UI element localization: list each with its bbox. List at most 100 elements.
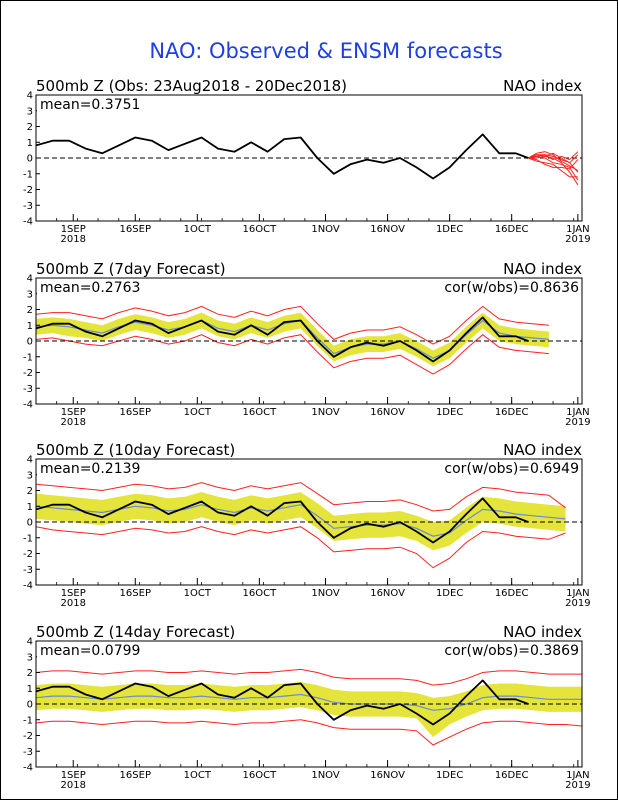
- y-tick-label: 3: [27, 289, 33, 300]
- x-tick-sublabel: 2019: [565, 780, 590, 791]
- y-tick-label: 1: [27, 138, 33, 149]
- x-tick-label: 16DEC: [495, 588, 529, 599]
- y-tick-label: 0: [27, 518, 33, 529]
- forecast-member-8: [528, 152, 579, 164]
- x-tick-label: 16OCT: [243, 770, 278, 781]
- y-tick-label: 3: [27, 470, 33, 481]
- member-envelope-high: [36, 668, 582, 686]
- y-tick-label: 3: [27, 652, 33, 663]
- y-tick-label: -4: [23, 400, 33, 411]
- x-tick-label: 1JAN: [566, 770, 589, 781]
- x-tick-label: 1NOV: [311, 770, 340, 781]
- x-tick-label: 16SEP: [120, 588, 151, 599]
- x-tick-label: 1NOV: [311, 588, 340, 599]
- correlation-stat-label: cor(w/obs)=0.8636: [444, 280, 579, 296]
- y-tick-label: 1: [27, 321, 33, 332]
- x-tick-label: 1SEP: [61, 588, 86, 599]
- y-tick-label: 0: [27, 337, 33, 348]
- plot-area: [36, 305, 582, 375]
- x-tick-label: 1OCT: [184, 588, 212, 599]
- y-tick-label: -3: [23, 565, 33, 576]
- panel-2: 500mb Z (7day Forecast) NAO index -4 -3 -2 -1…: [23, 260, 591, 428]
- y-tick-label: -2: [23, 549, 33, 560]
- ensemble-spread-band: [36, 682, 582, 738]
- x-tick-label: 1SEP: [61, 407, 86, 418]
- panel-right-label: NAO index: [503, 441, 582, 459]
- correlation-label-bg: [423, 460, 581, 477]
- y-tick-label: -4: [23, 763, 33, 774]
- y-tick-label: -4: [23, 581, 33, 592]
- x-tick-label: 1NOV: [311, 224, 340, 235]
- member-envelope-low: [36, 334, 549, 375]
- x-tick-label: 1JAN: [566, 407, 589, 418]
- observed-nao-line: [36, 133, 529, 180]
- member-envelope-low: [36, 719, 582, 746]
- x-tick-label: 1JAN: [566, 224, 589, 235]
- x-tick-sublabel: 2019: [565, 598, 590, 609]
- y-tick-label: -2: [23, 731, 33, 742]
- correlation-stat-label: cor(w/obs)=0.3869: [444, 643, 579, 659]
- x-tick-label: 16NOV: [370, 770, 405, 781]
- panel-title: 500mb Z (10day Forecast): [36, 441, 235, 459]
- x-tick-label: 1OCT: [184, 224, 212, 235]
- y-tick-label: 4: [27, 455, 33, 466]
- x-tick-label: 16DEC: [495, 407, 529, 418]
- x-tick-label: 16SEP: [120, 407, 151, 418]
- mean-label-bg: [37, 460, 141, 477]
- x-tick-sublabel: 2019: [565, 417, 590, 428]
- y-tick-label: 2: [27, 122, 33, 133]
- panel-title: 500mb Z (Obs: 23Aug2018 - 20Dec2018): [36, 77, 347, 95]
- observed-nao-line: [36, 316, 529, 363]
- x-tick-sublabel: 2018: [61, 598, 86, 609]
- ensemble-mean-line: [36, 504, 566, 537]
- x-tick-label: 1OCT: [184, 770, 212, 781]
- panel-right-label: NAO index: [503, 623, 582, 641]
- plot-area: [36, 133, 582, 186]
- y-tick-label: -2: [23, 185, 33, 196]
- ensemble-mean-line: [36, 693, 582, 711]
- x-tick-label: 1SEP: [61, 224, 86, 235]
- mean-stat-label: mean=0.3751: [40, 97, 140, 113]
- y-tick-label: 0: [27, 154, 33, 165]
- x-tick-label: 1OCT: [184, 407, 212, 418]
- x-tick-label: 1DEC: [436, 407, 463, 418]
- plot-area: [36, 668, 582, 746]
- mean-stat-label: mean=0.0799: [40, 643, 140, 659]
- y-tick-label: 3: [27, 106, 33, 117]
- y-tick-label: 4: [27, 274, 33, 285]
- panel-4: 500mb Z (14day Forecast) NAO index -4 -3 -2 -…: [23, 623, 591, 791]
- panels-group: 500mb Z (Obs: 23Aug2018 - 20Dec2018) NAO …: [23, 77, 591, 791]
- panel-right-label: NAO index: [503, 260, 582, 278]
- mean-stat-label: mean=0.2139: [40, 461, 140, 477]
- y-tick-label: 4: [27, 637, 33, 648]
- page-title: NAO: Observed & ENSM forecasts: [149, 39, 502, 63]
- member-envelope-high: [36, 482, 566, 512]
- y-tick-label: 1: [27, 684, 33, 695]
- forecast-member-4: [527, 151, 579, 172]
- y-tick-label: 2: [27, 305, 33, 316]
- panel-title: 500mb Z (7day Forecast): [36, 260, 226, 278]
- y-tick-label: -1: [23, 715, 33, 726]
- y-tick-label: -1: [23, 352, 33, 363]
- plot-area: [36, 482, 582, 569]
- forecast-member-5: [528, 151, 579, 161]
- x-tick-sublabel: 2019: [565, 234, 590, 245]
- x-tick-label: 16SEP: [120, 770, 151, 781]
- y-tick-label: 4: [27, 91, 33, 102]
- y-tick-label: 1: [27, 502, 33, 513]
- y-tick-label: -3: [23, 384, 33, 395]
- y-tick-label: -2: [23, 368, 33, 379]
- x-tick-label: 16OCT: [243, 407, 278, 418]
- x-tick-label: 16DEC: [495, 770, 529, 781]
- member-envelope-high: [36, 305, 549, 345]
- x-tick-sublabel: 2018: [61, 780, 86, 791]
- x-tick-label: 16OCT: [243, 588, 278, 599]
- y-tick-label: -3: [23, 201, 33, 212]
- x-tick-label: 16NOV: [370, 407, 405, 418]
- x-tick-label: 16SEP: [120, 224, 151, 235]
- y-tick-label: 2: [27, 668, 33, 679]
- panel-3: 500mb Z (10day Forecast) NAO index -4 -3 -2 -…: [23, 441, 591, 609]
- forecast-member-3: [528, 157, 579, 170]
